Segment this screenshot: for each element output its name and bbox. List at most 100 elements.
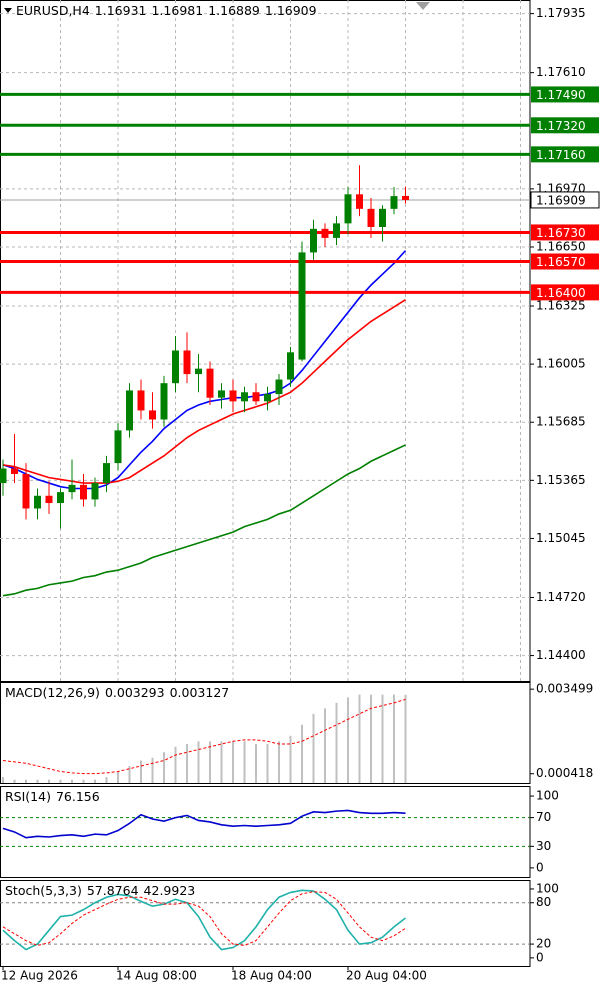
- candle-body: [34, 495, 41, 509]
- candle-body: [80, 484, 87, 500]
- pane-frame: [0, 880, 531, 967]
- y-tick-label: 1.15685: [536, 415, 586, 429]
- candle-body: [45, 495, 53, 504]
- rsi-line: [2, 809, 406, 839]
- y-tick-label: 1.14720: [536, 590, 586, 604]
- level-label-box: [531, 284, 599, 301]
- current-price-label: 1.16909: [536, 193, 586, 207]
- pane-frame: [0, 0, 531, 682]
- y-tick-label: 0.000418: [536, 766, 593, 780]
- shift-marker: [416, 2, 430, 10]
- pane-frame: [0, 786, 531, 878]
- level-label-box: [531, 117, 599, 134]
- candle-body: [218, 390, 225, 398]
- candle-body: [379, 208, 386, 227]
- candle-body: [229, 390, 237, 402]
- menu-arrow: [4, 8, 12, 13]
- candle-body: [310, 228, 317, 253]
- level-label: 1.17320: [536, 119, 586, 133]
- macd-signal: [2, 698, 406, 775]
- stoch-main: [2, 889, 406, 951]
- candle-body: [264, 394, 271, 402]
- y-tick-label: 1.16650: [536, 239, 586, 253]
- candle-body: [287, 352, 294, 380]
- y-tick-label: 1.17935: [536, 6, 586, 20]
- x-tick-label: 12 Aug 2026: [1, 969, 78, 983]
- candle-body: [367, 208, 375, 227]
- y-tick-label: 1.17610: [536, 65, 586, 79]
- y-tick-label: 30: [536, 839, 551, 853]
- candle-body: [149, 410, 156, 420]
- y-tick-label: 80: [536, 895, 551, 909]
- candle-body: [68, 484, 76, 493]
- header-part: 1.16931: [95, 3, 147, 18]
- current-price-box: [530, 191, 600, 209]
- candle-body: [195, 368, 202, 375]
- candle-body: [11, 468, 18, 474]
- y-tick-label: 20: [536, 937, 551, 951]
- indicator-header: EURUSD,H4 1.16931 1.16981 1.16889 1.16909: [16, 3, 317, 18]
- candle-body: [22, 473, 30, 509]
- x-tick-label: 14 Aug 08:00: [116, 969, 197, 983]
- header-part: 57.8764: [87, 883, 139, 898]
- header-part: 1.16909: [265, 3, 317, 18]
- candle-body: [356, 194, 363, 209]
- candle-body: [172, 350, 179, 384]
- candle-body: [402, 195, 409, 200]
- y-tick-label: 0: [536, 950, 544, 964]
- candle-body: [252, 392, 260, 402]
- candle-body: [241, 392, 248, 402]
- x-tick-label: 20 Aug 04:00: [346, 969, 427, 983]
- level-label-box: [531, 146, 599, 163]
- y-tick-label: 100: [536, 881, 559, 895]
- header-part: RSI(14): [5, 789, 51, 804]
- indicator-header: RSI(14) 76.156: [5, 789, 100, 804]
- moving-average: [2, 444, 406, 597]
- level-label: 1.16730: [536, 226, 586, 240]
- candle-body: [275, 379, 283, 395]
- moving-average: [2, 298, 406, 484]
- header-part: 1.16889: [208, 3, 260, 18]
- candle-body: [298, 252, 306, 360]
- candle-body: [126, 390, 133, 431]
- candle-body: [183, 350, 191, 375]
- candle-body: [103, 463, 110, 484]
- stoch-signal: [2, 891, 406, 946]
- candle-body: [344, 194, 352, 224]
- y-tick-label: 1.15045: [536, 531, 586, 545]
- indicator-header: Stoch(5,3,3) 57.8764 42.9923: [5, 883, 195, 898]
- candle-body: [57, 492, 64, 504]
- y-tick-label: 1.16325: [536, 298, 586, 312]
- candle-body: [390, 196, 398, 209]
- level-label: 1.16400: [536, 286, 586, 300]
- header-part: 0.003127: [170, 685, 230, 700]
- header-part: 1.16981: [151, 3, 203, 18]
- y-tick-label: 0: [536, 860, 544, 874]
- level-label: 1.17160: [536, 148, 586, 162]
- candle-body: [206, 368, 214, 398]
- x-tick-label: 18 Aug 04:00: [231, 969, 312, 983]
- y-tick-label: 1.16005: [536, 357, 586, 371]
- level-label-box: [531, 86, 599, 103]
- header-part: 0.003293: [105, 685, 165, 700]
- candle-body: [114, 430, 122, 464]
- candle-body: [333, 223, 340, 238]
- header-part: 42.9923: [144, 883, 196, 898]
- y-tick-label: 70: [536, 810, 551, 824]
- candle-body: [91, 483, 99, 500]
- indicator-header: MACD(12,26,9) 0.003293 0.003127: [5, 685, 229, 700]
- candle-body: [137, 390, 145, 411]
- level-label: 1.17490: [536, 88, 586, 102]
- y-tick-label: 1.14400: [536, 648, 586, 662]
- header-part: EURUSD,H4: [16, 3, 90, 18]
- y-tick-label: 0.003499: [536, 682, 593, 696]
- level-label-box: [531, 224, 599, 241]
- y-tick-label: 100: [536, 789, 559, 803]
- candle-body: [321, 228, 329, 238]
- level-label: 1.16570: [536, 255, 586, 269]
- header-part: MACD(12,26,9): [5, 685, 100, 700]
- header-part: Stoch(5,3,3): [5, 883, 82, 898]
- candle-body: [160, 383, 168, 420]
